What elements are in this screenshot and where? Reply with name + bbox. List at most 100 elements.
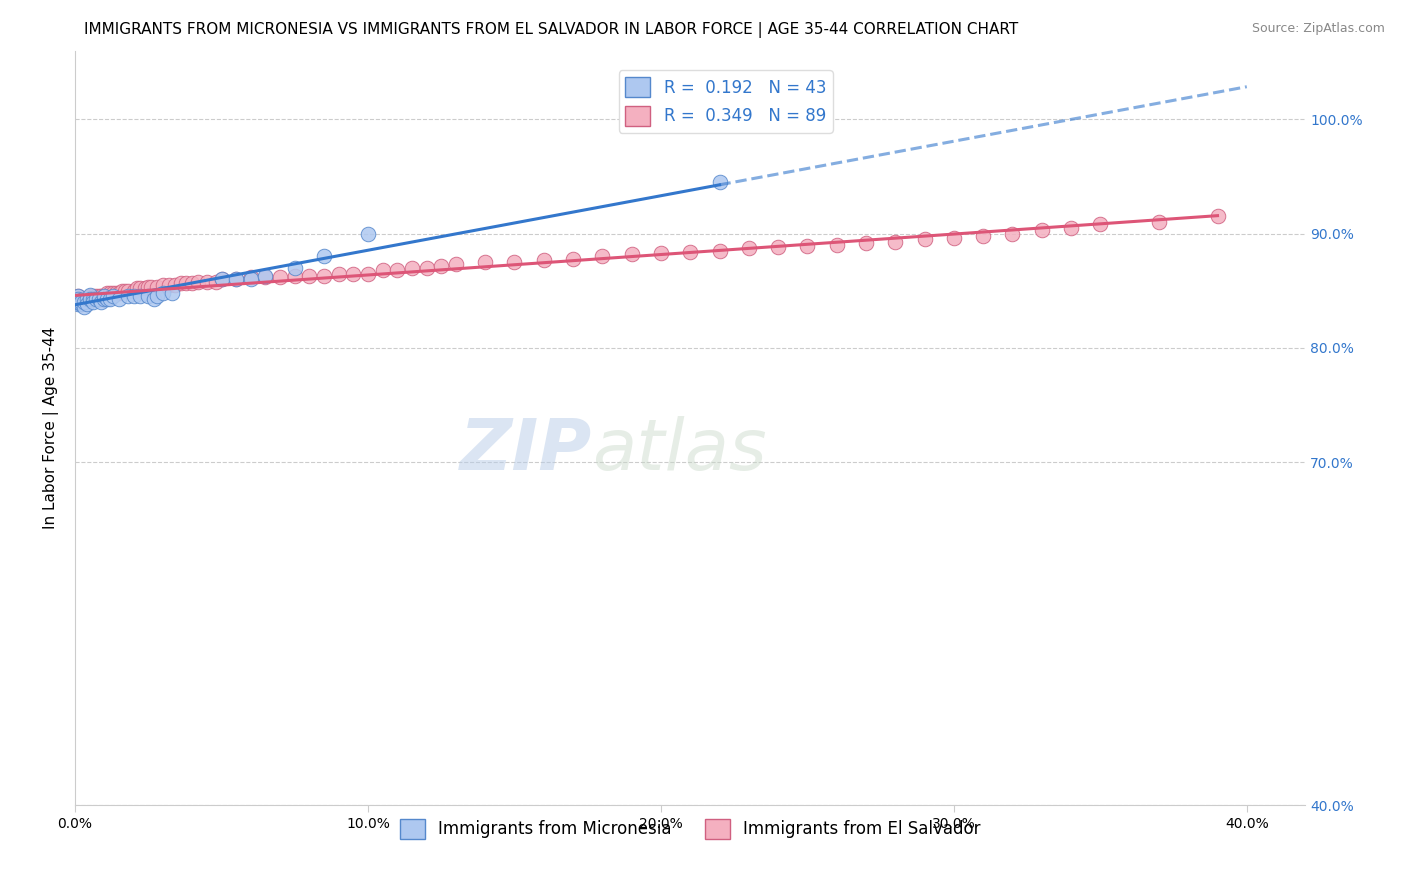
Point [195,275,218,289]
Point [141,280,163,294]
Point [66,292,89,306]
Point [101,285,124,300]
Point [430,259,453,273]
Point [66,297,89,311]
Point [66,292,89,306]
Point [114,284,136,298]
Point [128,289,150,303]
Point [284,260,307,275]
Point [90,292,112,306]
Point [87,289,110,303]
Point [591,249,613,263]
Point [825,238,848,252]
Point [357,227,380,241]
Legend: Immigrants from Micronesia, Immigrants from El Salvador: Immigrants from Micronesia, Immigrants f… [394,812,987,846]
Text: ZIP: ZIP [460,416,592,485]
Point [66,289,89,303]
Point [117,284,139,298]
Point [79,292,101,306]
Point [96,292,118,306]
Point [76,297,98,311]
Point [96,285,118,300]
Point [82,289,104,303]
Point [122,289,145,303]
Y-axis label: In Labor Force | Age 35-44: In Labor Force | Age 35-44 [44,326,59,529]
Point [163,277,186,292]
Point [134,281,156,295]
Point [146,289,169,303]
Point [125,281,148,295]
Point [855,235,877,250]
Point [284,268,307,283]
Point [76,295,98,310]
Point [66,295,89,310]
Point [1206,210,1229,224]
Point [84,289,107,303]
Point [239,272,262,286]
Point [143,292,166,306]
Point [66,295,89,310]
Point [79,288,101,302]
Point [312,249,335,263]
Point [620,247,643,261]
Point [269,270,291,285]
Point [108,285,131,300]
Point [66,295,89,310]
Point [157,277,180,292]
Point [87,292,110,306]
Point [79,292,101,306]
Point [73,295,96,310]
Point [70,295,93,310]
Point [93,289,115,303]
Point [93,289,115,303]
Point [93,292,115,306]
Point [82,292,104,306]
Point [101,289,124,303]
Point [76,292,98,306]
Point [211,272,233,286]
Point [181,276,204,290]
Point [357,267,380,281]
Point [98,292,121,306]
Point [942,231,965,245]
Point [70,293,93,307]
Point [160,285,183,300]
Point [884,235,907,249]
Point [76,292,98,306]
Point [136,280,159,294]
Point [79,289,101,303]
Point [766,240,789,254]
Point [70,292,93,306]
Point [1031,223,1053,237]
Point [342,267,364,281]
Point [90,295,112,310]
Point [146,280,169,294]
Point [169,276,191,290]
Point [187,275,209,289]
Point [328,267,350,281]
Point [84,292,107,306]
Point [298,268,321,283]
Text: Source: ZipAtlas.com: Source: ZipAtlas.com [1251,22,1385,36]
Point [225,272,247,286]
Point [1001,227,1024,241]
Point [82,295,104,310]
Point [387,263,409,277]
Point [117,289,139,303]
Point [204,275,226,289]
Point [79,292,101,306]
Point [122,284,145,298]
Point [796,239,818,253]
Point [66,295,89,310]
Point [1060,220,1083,235]
Point [66,289,89,303]
Point [105,285,128,300]
Point [312,268,335,283]
Point [93,292,115,306]
Point [415,260,437,275]
Point [562,252,585,266]
Point [503,255,526,269]
Point [444,257,467,271]
Point [176,276,198,290]
Point [108,292,131,306]
